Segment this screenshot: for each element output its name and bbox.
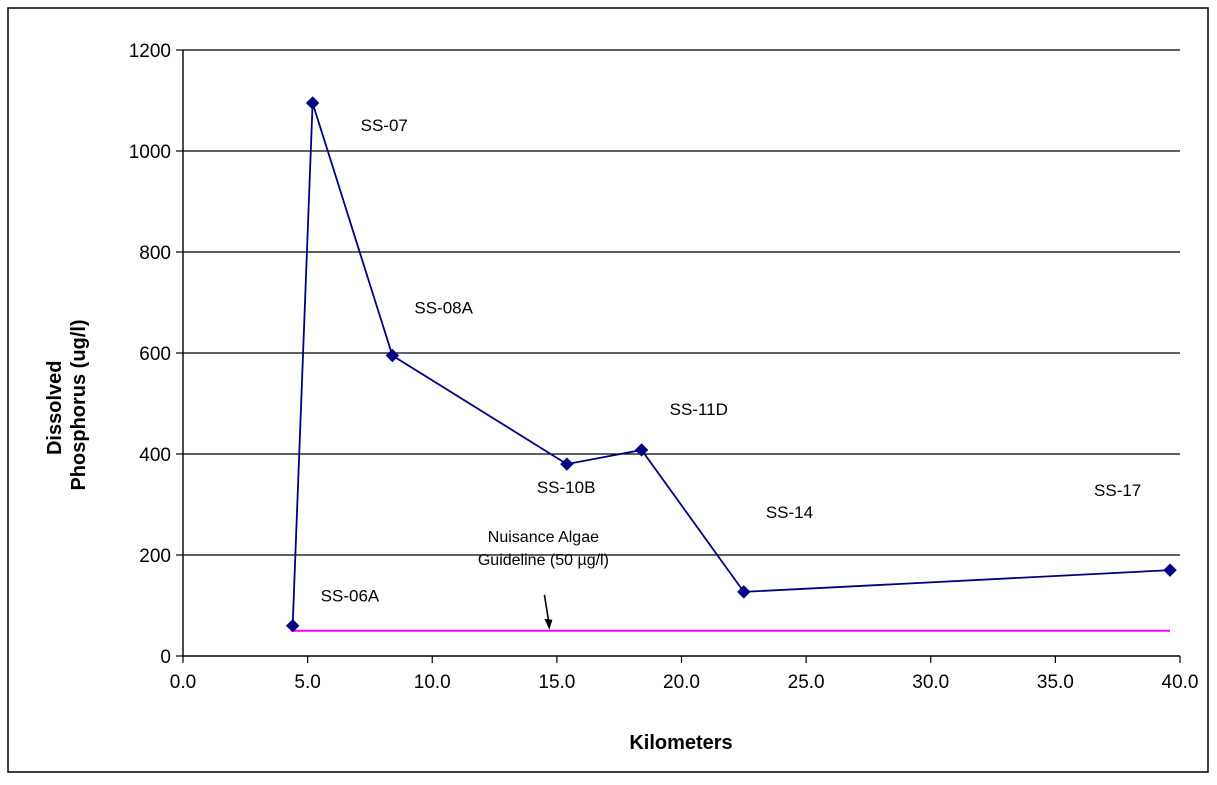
data-point-marker: [560, 457, 574, 471]
y-tick-labels: 0 200 400 600 800 1000 1200: [129, 41, 171, 668]
y-tick-label: 400: [139, 445, 171, 466]
guideline-arrow-head: [544, 618, 553, 630]
y-axis-title: Dissolved Phosphorus (ug/l): [44, 319, 90, 490]
data-point-label: SS-14: [766, 503, 813, 522]
guideline-arrow-shaft: [543, 594, 550, 623]
data-point-marker: [285, 618, 300, 633]
axes: [182, 50, 1180, 657]
data-point-label: SS-06A: [321, 587, 380, 606]
series-dissolved-phosphorus: [285, 96, 1177, 633]
x-axis-title: Kilometers: [629, 732, 732, 754]
data-point-label: SS-08A: [414, 299, 473, 318]
x-tick-label: 20.0: [663, 672, 700, 693]
x-tick-label: 30.0: [912, 672, 949, 693]
chart-border: [7, 7, 1209, 773]
guideline-label-line-1: Nuisance Algae: [488, 529, 599, 546]
data-point-label: SS-17: [1094, 481, 1141, 500]
y-tick-label: 1000: [129, 142, 171, 163]
data-point-label: SS-07: [361, 116, 408, 135]
data-point-marker: [737, 585, 751, 599]
data-point-label: SS-10B: [537, 478, 596, 497]
y-axis-title-line-2: Phosphorus (ug/l): [68, 319, 90, 490]
x-tick-label: 0.0: [170, 672, 196, 693]
data-point-marker: [1163, 563, 1177, 577]
gridlines: [176, 49, 1181, 663]
data-point-marker: [305, 96, 320, 110]
guideline-group: Nuisance Algae Guideline (50 µg/l): [292, 529, 1171, 632]
y-tick-label: 200: [139, 546, 171, 567]
y-axis-title-line-1: Dissolved: [44, 361, 66, 455]
x-tick-label: 40.0: [1162, 672, 1199, 693]
x-tick-label: 35.0: [1037, 672, 1074, 693]
y-tick-label: 1200: [129, 41, 171, 62]
data-point-label: SS-11D: [670, 400, 728, 419]
x-tick-label: 15.0: [538, 672, 575, 693]
guideline-label-line-2: Guideline (50 µg/l): [478, 552, 609, 569]
y-tick-label: 800: [139, 243, 171, 264]
data-point-marker: [634, 443, 649, 457]
x-tick-label: 25.0: [788, 672, 825, 693]
y-tick-label: 0: [160, 647, 171, 668]
x-tick-label: 10.0: [414, 672, 451, 693]
point-labels: SS-06A SS-07 SS-08A SS-10B SS-11D SS-14 SS-17: [321, 116, 1142, 606]
y-tick-label: 600: [139, 344, 171, 365]
x-tick-labels: 0.0 5.0 10.0 15.0 20.0 25.0 30.0 35.0 40.0: [170, 672, 1199, 693]
data-point-marker: [385, 348, 400, 363]
x-tick-label: 5.0: [294, 672, 320, 693]
